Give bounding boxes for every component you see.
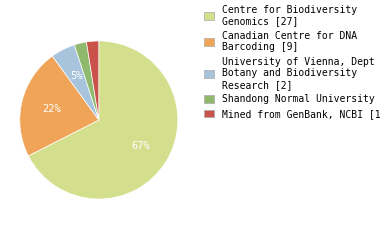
Wedge shape <box>86 41 99 120</box>
Text: 5%: 5% <box>70 71 83 81</box>
Wedge shape <box>28 41 178 199</box>
Text: 22%: 22% <box>42 104 60 114</box>
Text: 67%: 67% <box>131 141 150 151</box>
Legend: Centre for Biodiversity
Genomics [27], Canadian Centre for DNA
Barcoding [9], Un: Centre for Biodiversity Genomics [27], C… <box>204 5 380 119</box>
Wedge shape <box>74 42 99 120</box>
Wedge shape <box>52 45 99 120</box>
Wedge shape <box>20 56 99 156</box>
